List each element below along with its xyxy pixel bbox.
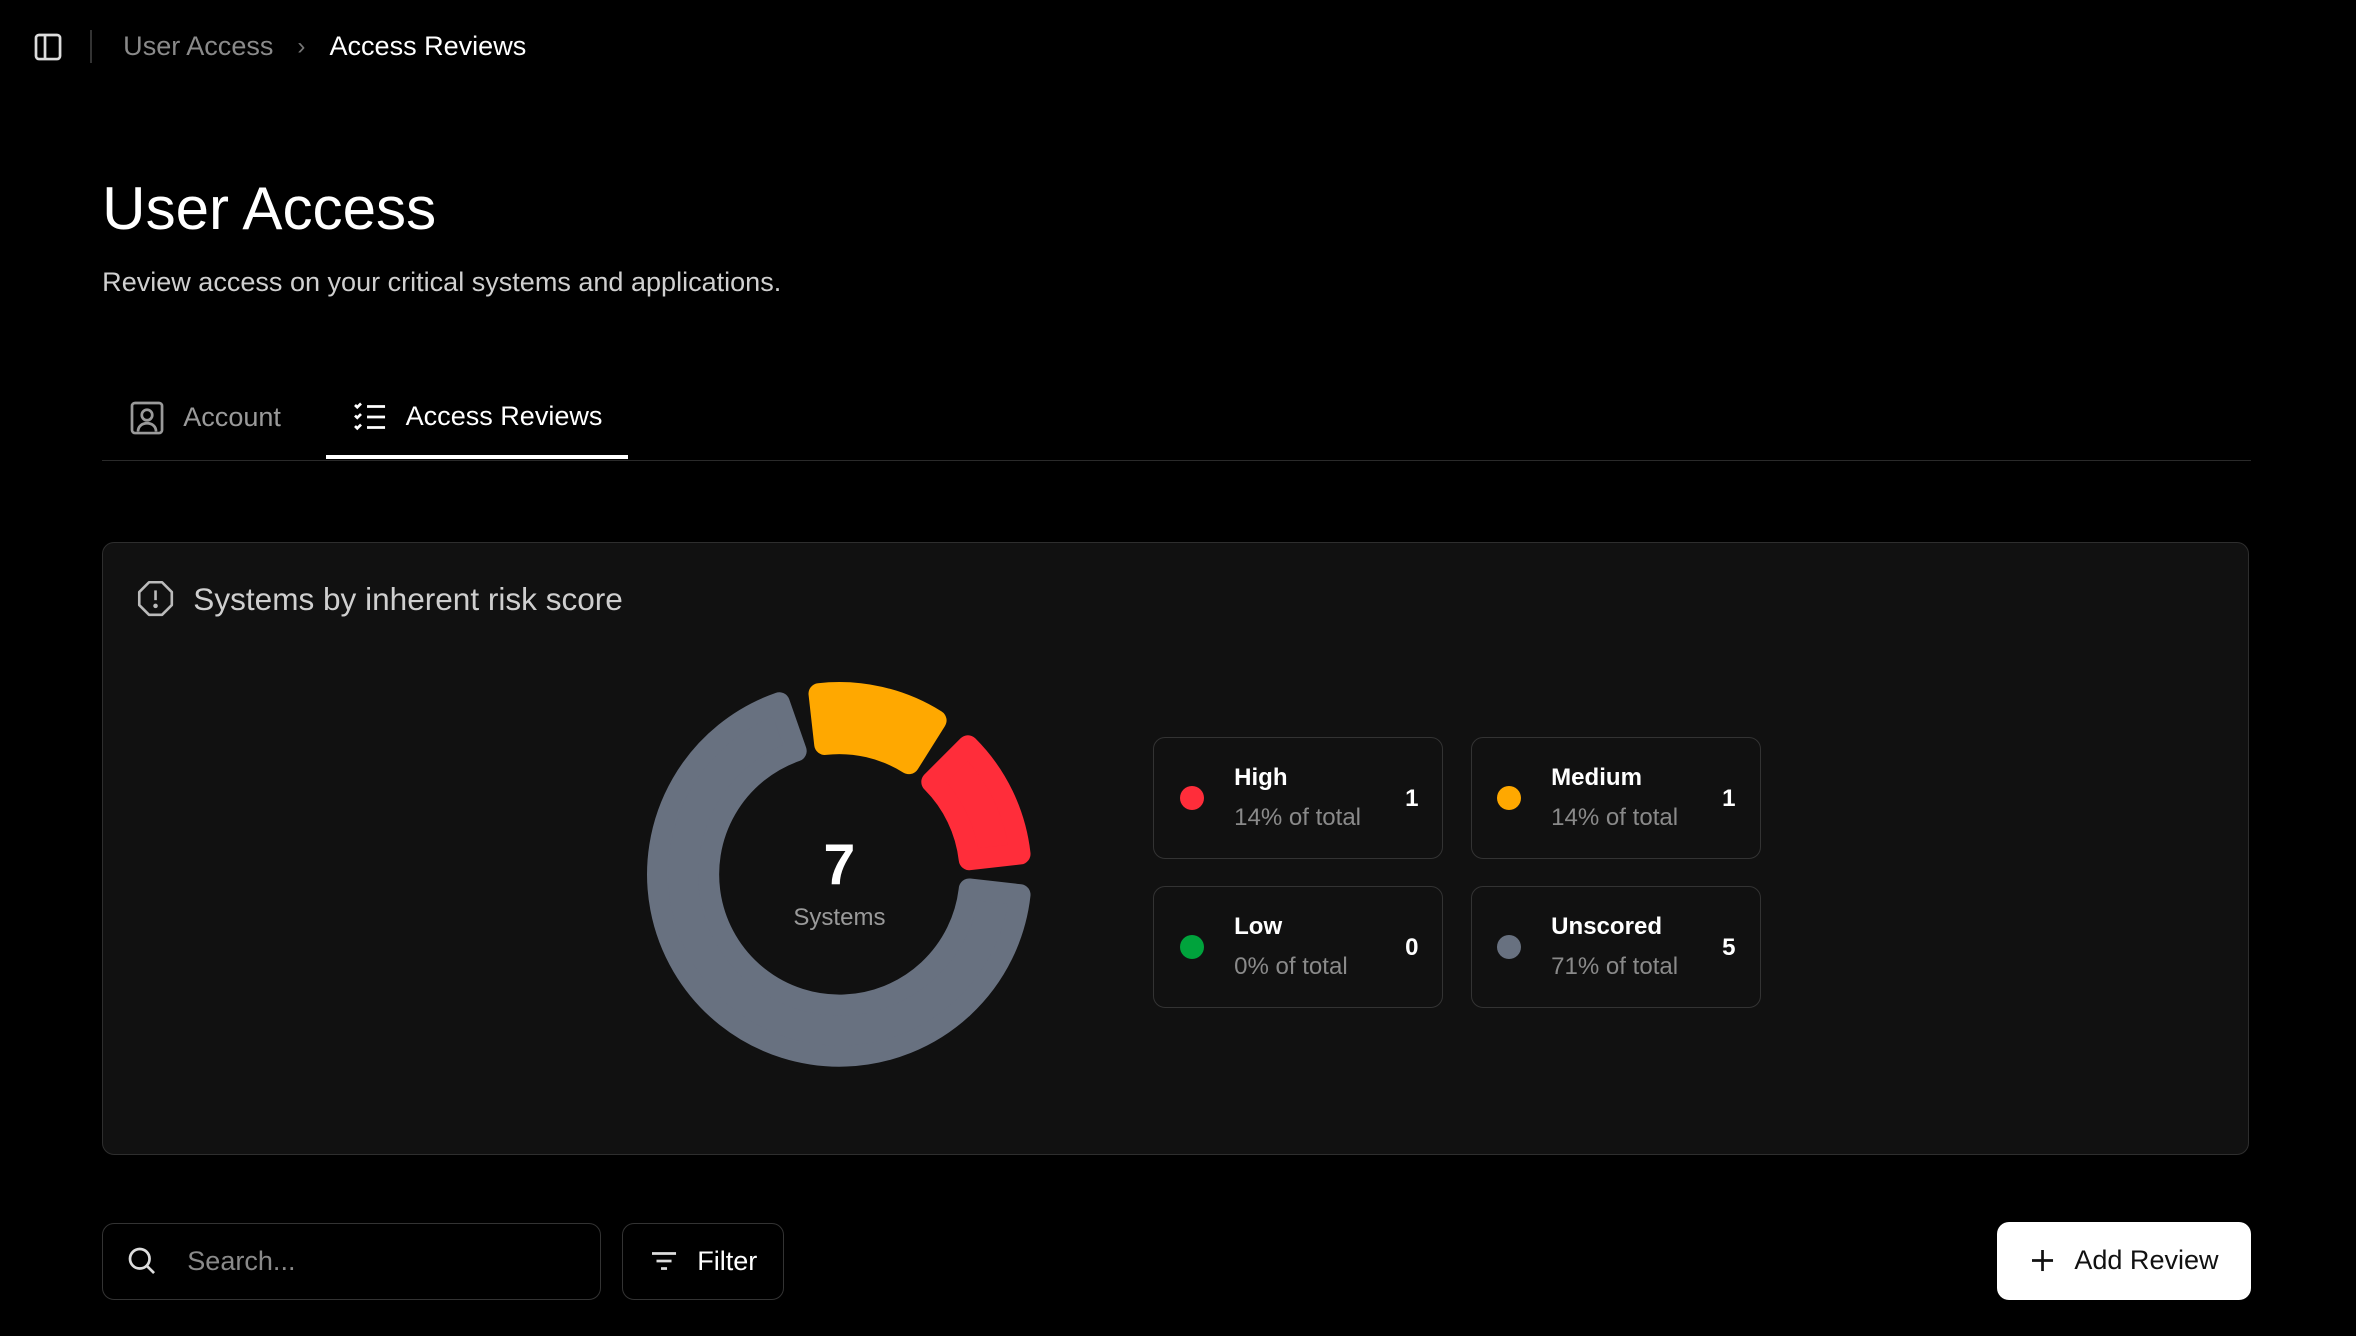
legend-percent: 0% of total bbox=[1234, 953, 1348, 981]
legend-item-medium: Medium 14% of total 1 bbox=[1470, 737, 1761, 859]
tab-label: Access Reviews bbox=[405, 401, 603, 432]
donut-segment-medium[interactable] bbox=[808, 681, 947, 774]
card-header: Systems by inherent risk score bbox=[136, 579, 623, 618]
plus-icon bbox=[2032, 1250, 2054, 1272]
card-title: Systems by inherent risk score bbox=[193, 580, 623, 617]
donut-segment-unscored[interactable] bbox=[647, 691, 1031, 1067]
user-square-icon bbox=[130, 401, 164, 435]
sidebar-toggle-icon[interactable] bbox=[33, 32, 63, 62]
legend-name: Unscored bbox=[1551, 912, 1662, 940]
legend-name: Low bbox=[1234, 912, 1283, 940]
page-subtitle: Review access on your critical systems a… bbox=[102, 267, 782, 298]
total-count: 7 bbox=[823, 832, 856, 897]
filter-label: Filter bbox=[697, 1245, 758, 1276]
chevron-right-icon: › bbox=[297, 32, 306, 60]
filter-lines-icon bbox=[652, 1252, 677, 1271]
legend-dot bbox=[1497, 935, 1522, 960]
legend-count: 1 bbox=[1722, 784, 1736, 812]
legend-percent: 14% of total bbox=[1551, 804, 1679, 832]
risk-score-card: Systems by inherent risk score 7 Systems… bbox=[102, 542, 2250, 1156]
page-title: User Access bbox=[102, 175, 437, 243]
legend-count: 0 bbox=[1405, 933, 1419, 961]
legend-dot bbox=[1180, 935, 1205, 960]
legend-item-unscored: Unscored 71% of total 5 bbox=[1470, 886, 1761, 1008]
legend-count: 1 bbox=[1405, 784, 1419, 812]
legend-dot bbox=[1180, 786, 1205, 811]
legend-item-low: Low 0% of total 0 bbox=[1153, 886, 1444, 1008]
legend-name: Medium bbox=[1551, 763, 1642, 791]
add-review-button[interactable]: Add Review bbox=[1996, 1221, 2251, 1300]
tab-label: Account bbox=[183, 402, 281, 433]
search-input[interactable] bbox=[184, 1244, 566, 1279]
legend-item-high: High 14% of total 1 bbox=[1153, 737, 1444, 859]
breadcrumb-access-reviews: Access Reviews bbox=[329, 31, 527, 62]
list-checks-icon bbox=[353, 402, 385, 431]
tab-bar: Account Access Reviews bbox=[102, 379, 2251, 461]
alert-octagon-icon bbox=[138, 581, 174, 617]
legend-percent: 14% of total bbox=[1234, 804, 1362, 832]
risk-donut-chart bbox=[647, 681, 1031, 1067]
search-box[interactable] bbox=[102, 1223, 602, 1300]
donut-segment-high[interactable] bbox=[921, 734, 1031, 870]
breadcrumb: User Access › Access Reviews bbox=[33, 30, 527, 64]
filter-button[interactable]: Filter bbox=[622, 1223, 785, 1300]
tab-access-reviews[interactable]: Access Reviews bbox=[326, 379, 628, 460]
search-icon bbox=[128, 1248, 156, 1275]
divider bbox=[90, 30, 92, 64]
add-review-label: Add Review bbox=[2074, 1245, 2219, 1276]
tab-account[interactable]: Account bbox=[129, 379, 281, 457]
breadcrumb-user-access[interactable]: User Access bbox=[123, 31, 274, 62]
legend-name: High bbox=[1234, 763, 1288, 791]
legend-percent: 71% of total bbox=[1551, 953, 1679, 981]
total-label: Systems bbox=[793, 904, 886, 932]
legend-count: 5 bbox=[1722, 933, 1736, 961]
legend-dot bbox=[1497, 786, 1522, 811]
